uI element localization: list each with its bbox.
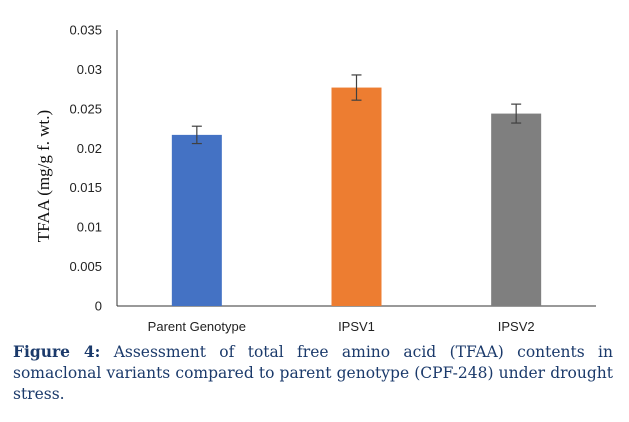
figure-caption: Figure 4: Assessment of total free amino… <box>13 341 613 405</box>
y-axis-label: TFAA (mg/g f. wt.) <box>34 110 53 242</box>
y-axis-ticks: 0 0.005 0.01 0.015 0.02 0.025 0.03 0.035 <box>69 23 102 314</box>
error-bar <box>511 103 522 124</box>
y-tick-label: 0.025 <box>69 101 102 116</box>
figure-label: Figure 4: <box>13 342 101 361</box>
error-bar <box>351 74 362 101</box>
y-tick-label: 0.035 <box>69 23 102 38</box>
y-tick-label: 0.02 <box>77 141 102 156</box>
y-tick-label: 0.005 <box>69 259 102 274</box>
error-bar <box>191 125 202 145</box>
y-tick-label: 0.01 <box>77 220 102 235</box>
y-tick-label: 0.03 <box>77 62 102 77</box>
bar-ipsv2 <box>491 113 542 307</box>
bar-parent-genotype <box>171 134 222 306</box>
y-tick-label: 0 <box>95 299 102 314</box>
x-category-label: Parent Genotype <box>148 319 246 334</box>
x-category-label: IPSV2 <box>498 319 535 334</box>
y-tick-label: 0.015 <box>69 180 102 195</box>
x-category-label: IPSV1 <box>338 319 375 334</box>
bars-group <box>171 74 542 307</box>
x-axis-categories: Parent Genotype IPSV1 IPSV2 <box>148 319 535 334</box>
bar-ipsv1 <box>331 87 382 307</box>
figure-caption-text: Assessment of total free amino acid (TFA… <box>13 343 613 403</box>
bar-chart: TFAA (mg/g f. wt.) 0 0.005 0.01 0.015 0.02 0.… <box>34 23 596 334</box>
